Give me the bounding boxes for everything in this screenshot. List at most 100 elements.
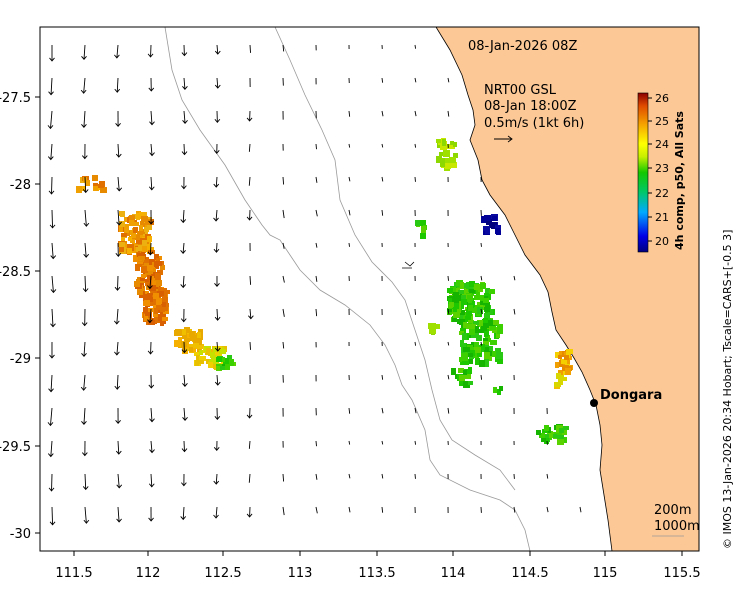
current-vector bbox=[315, 308, 318, 317]
current-vector bbox=[116, 341, 119, 355]
current-vector bbox=[348, 143, 351, 148]
current-vector bbox=[282, 242, 285, 249]
current-vector bbox=[150, 110, 153, 125]
current-vector bbox=[480, 275, 483, 281]
sst-pixel bbox=[470, 324, 476, 330]
current-vector bbox=[348, 176, 351, 182]
sst-pixel bbox=[159, 291, 164, 296]
current-vector bbox=[282, 209, 285, 219]
sst-pixel bbox=[461, 295, 466, 300]
sst-pixel bbox=[135, 264, 140, 271]
current-vector-head bbox=[182, 383, 188, 388]
sst-pixel bbox=[176, 330, 182, 336]
sst-pixel bbox=[493, 387, 497, 393]
sst-pixel bbox=[158, 314, 162, 321]
sst-pixel bbox=[447, 308, 452, 312]
current-vector bbox=[381, 473, 384, 479]
sst-pixel bbox=[142, 240, 147, 246]
sst-pixel bbox=[497, 358, 503, 364]
current-vector bbox=[480, 341, 483, 346]
current-vector-head bbox=[116, 187, 123, 192]
sst-pixel bbox=[555, 362, 559, 368]
current-vector bbox=[150, 473, 153, 487]
current-vector bbox=[447, 341, 450, 346]
sst-pixel bbox=[178, 337, 182, 341]
y-tick-label: -30 bbox=[10, 527, 31, 542]
timestamp-label: 08-Jan-2026 08Z bbox=[468, 39, 577, 54]
current-vector-head bbox=[81, 421, 87, 426]
current-label-source: NRT00 GSL bbox=[484, 83, 557, 98]
current-vector bbox=[150, 440, 153, 453]
sst-pixel bbox=[558, 355, 562, 359]
sst-pixel bbox=[190, 335, 197, 341]
current-vector bbox=[513, 308, 516, 315]
sst-pixel bbox=[195, 360, 199, 366]
sst-pixel bbox=[485, 302, 490, 308]
current-vector bbox=[83, 77, 86, 94]
sst-pixel bbox=[124, 227, 129, 233]
current-vector-head bbox=[49, 521, 56, 526]
sst-pixel bbox=[484, 215, 491, 221]
current-vector bbox=[149, 242, 152, 255]
sst-pixel bbox=[433, 324, 440, 329]
sst-pixel bbox=[138, 256, 145, 260]
sst-pixel bbox=[206, 348, 210, 353]
sst-pixel bbox=[485, 335, 490, 340]
current-vector bbox=[248, 473, 251, 483]
current-vector-head bbox=[147, 53, 154, 58]
current-vector-head bbox=[83, 519, 90, 524]
sst-pixel bbox=[539, 433, 545, 438]
current-vector bbox=[381, 440, 384, 445]
current-vector bbox=[183, 77, 186, 90]
sst-pixel bbox=[490, 326, 496, 330]
colorbar bbox=[637, 92, 649, 253]
current-vector bbox=[183, 143, 185, 155]
sst-pixel bbox=[213, 347, 217, 352]
sst-pixel bbox=[155, 273, 161, 280]
sst-pixel bbox=[474, 352, 479, 358]
sst-pixel bbox=[160, 320, 164, 326]
current-vector bbox=[348, 209, 351, 216]
current-vector-head bbox=[182, 416, 188, 421]
x-axis: 111.5 112 112.5 113 113.5 114 114.5 115 115.5 bbox=[55, 551, 701, 581]
sst-pixel bbox=[154, 308, 158, 314]
sst-pixel bbox=[466, 359, 473, 364]
current-vector bbox=[116, 44, 119, 58]
current-vector bbox=[116, 308, 119, 324]
sst-pixel bbox=[147, 219, 154, 225]
sst-pixel bbox=[140, 277, 145, 281]
current-vector bbox=[50, 440, 53, 457]
current-vector bbox=[50, 110, 53, 129]
current-vector-head bbox=[180, 318, 187, 323]
current-vector-head bbox=[147, 350, 154, 355]
sst-pixel bbox=[460, 310, 465, 315]
sst-pixel bbox=[189, 331, 195, 337]
sst-pixel bbox=[420, 233, 426, 239]
colorbar-tick-label: 22 bbox=[655, 187, 669, 200]
current-vector bbox=[84, 506, 87, 524]
sst-pixel bbox=[463, 370, 467, 375]
sst-pixel bbox=[93, 186, 99, 191]
current-vector bbox=[348, 407, 351, 414]
sst-pixel bbox=[547, 431, 553, 438]
current-vector bbox=[248, 440, 251, 449]
current-label-time: 08-Jan 18:00Z bbox=[484, 99, 577, 114]
sst-pixel bbox=[162, 297, 168, 302]
sst-pixel bbox=[160, 307, 165, 312]
current-vector bbox=[447, 110, 450, 117]
sst-pixel bbox=[141, 266, 148, 273]
current-vector bbox=[117, 275, 119, 291]
sst-pixel bbox=[492, 216, 497, 221]
current-vector-head bbox=[214, 415, 221, 420]
colorbar-ticks: 26 25 24 23 22 21 20 bbox=[648, 92, 669, 248]
current-vector-head bbox=[50, 289, 57, 294]
sst-pixel bbox=[137, 290, 143, 295]
sst-pixel bbox=[469, 281, 475, 287]
current-vector bbox=[381, 77, 384, 83]
current-vector bbox=[84, 242, 87, 258]
current-vector bbox=[248, 143, 251, 152]
sst-pixel bbox=[554, 382, 561, 387]
sst-pixel bbox=[566, 349, 573, 354]
current-vector bbox=[117, 473, 120, 488]
sst-pixel bbox=[81, 186, 86, 191]
